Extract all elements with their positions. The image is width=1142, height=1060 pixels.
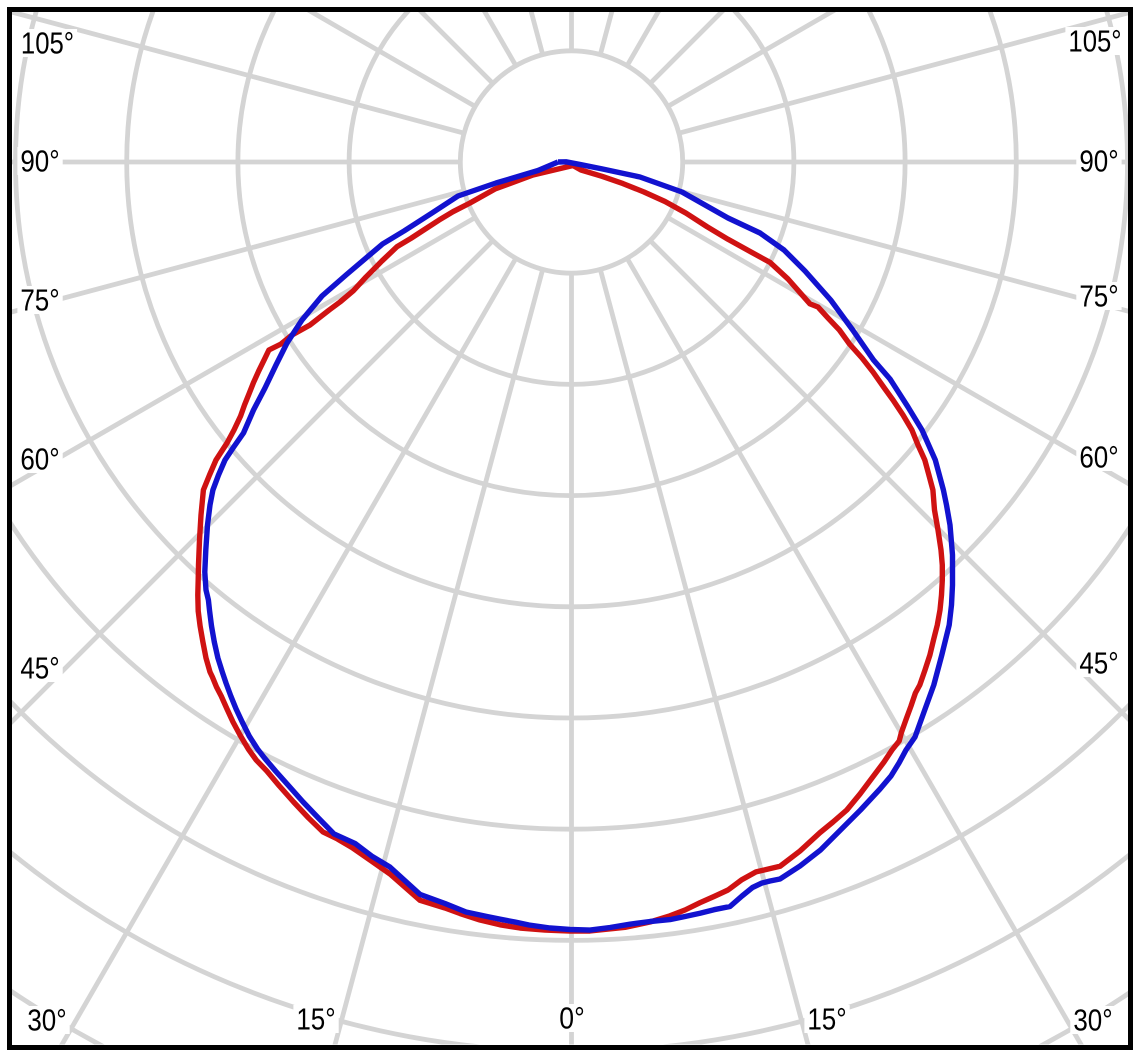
svg-text:90°: 90° (1079, 144, 1118, 179)
svg-text:105°: 105° (21, 26, 74, 61)
svg-text:45°: 45° (20, 651, 59, 686)
svg-text:15°: 15° (296, 1002, 335, 1037)
svg-text:30°: 30° (27, 1003, 66, 1038)
svg-text:45°: 45° (1079, 646, 1118, 681)
svg-text:75°: 75° (1079, 279, 1118, 314)
svg-text:60°: 60° (1079, 440, 1118, 475)
svg-text:0°: 0° (559, 1001, 584, 1036)
svg-text:75°: 75° (20, 283, 59, 318)
svg-text:60°: 60° (20, 442, 59, 477)
svg-text:30°: 30° (1073, 1003, 1112, 1038)
svg-text:90°: 90° (20, 144, 59, 179)
svg-text:15°: 15° (807, 1002, 846, 1037)
svg-text:105°: 105° (1068, 24, 1121, 59)
